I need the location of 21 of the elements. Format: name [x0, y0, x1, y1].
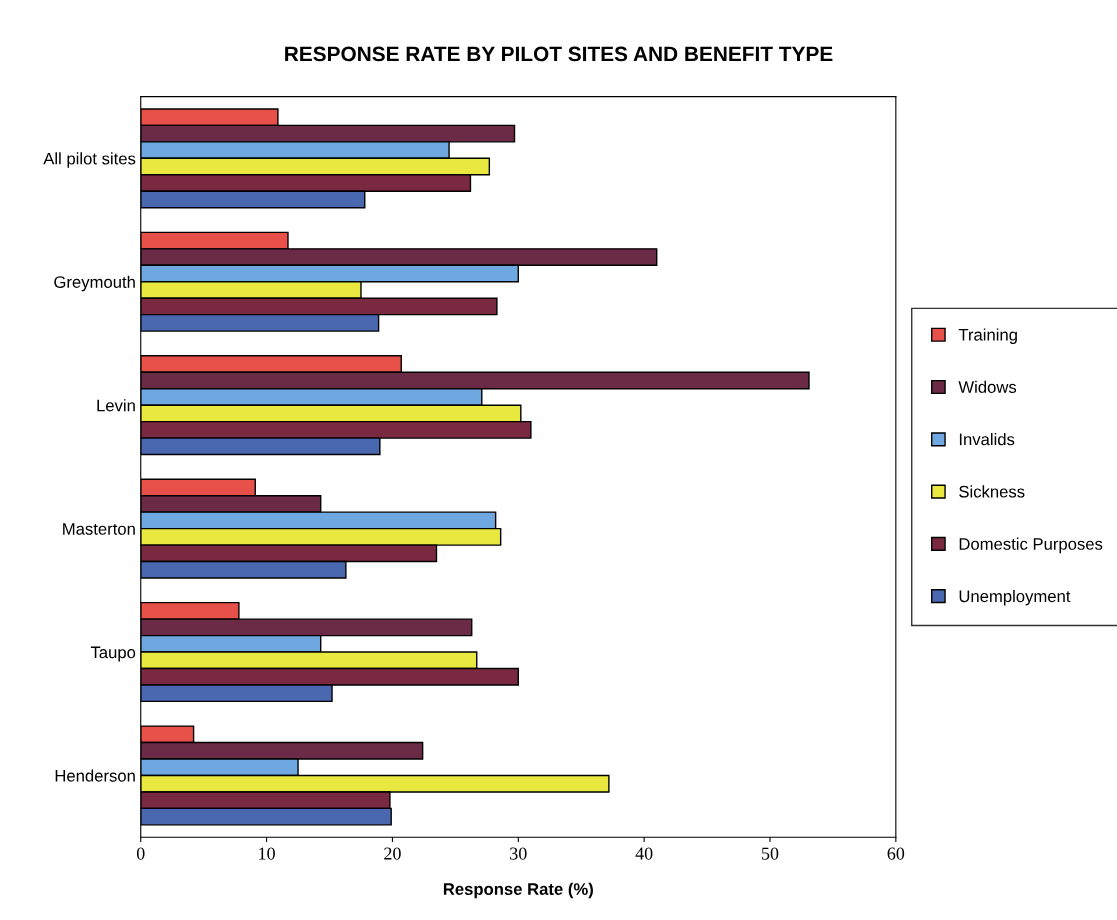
- x-tick-label: 50: [762, 847, 779, 860]
- legend-label: Unemployment: [959, 589, 1071, 606]
- y-tick-label: Masterton: [63, 523, 135, 535]
- legend-label: Sickness: [959, 485, 1025, 498]
- y-tick-label: Taupo: [90, 646, 136, 662]
- y-tick-label: Levin: [97, 399, 135, 412]
- y-tick-label: Greymouth: [54, 275, 135, 292]
- x-tick-label: 0: [136, 847, 145, 860]
- y-tick-label: All pilot sites: [43, 152, 136, 168]
- y-tick-label: Henderson: [55, 769, 135, 782]
- legend-label: Widows: [958, 380, 1017, 393]
- legend-label: Training: [958, 328, 1017, 344]
- x-tick-label: 20: [384, 847, 401, 860]
- x-tick-label: 40: [635, 847, 653, 860]
- x-tick-label: 10: [259, 847, 275, 860]
- x-axis-title: Response Rate (%): [443, 882, 593, 899]
- legend-label: Invalids: [959, 433, 1015, 446]
- x-tick-label: 60: [887, 847, 905, 860]
- chart-title: RESPONSE RATE BY PILOT SITES AND BENEFIT TYPE: [285, 46, 833, 62]
- legend-label: Domestic Purposes: [959, 537, 1103, 554]
- x-tick-label: 30: [510, 847, 527, 860]
